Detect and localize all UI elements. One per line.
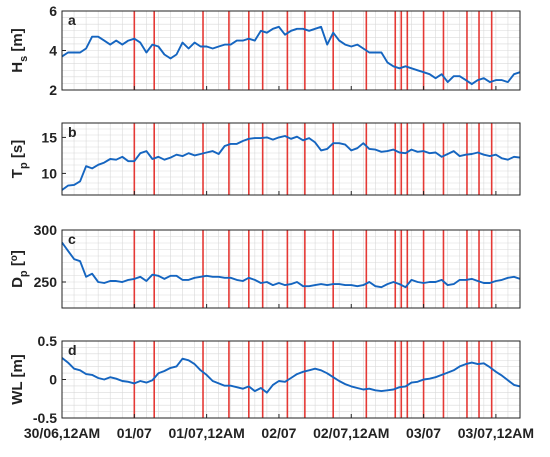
y-axis-label-main: WL [m] — [9, 354, 26, 405]
y-axis-label-main: H — [9, 62, 26, 73]
series-line-a — [61, 25, 521, 86]
y-axis-label-c: Dp [o] — [9, 250, 30, 288]
y-axis-label-superscript: o — [9, 255, 20, 261]
y-axis-label-b: Tp [s] — [9, 140, 30, 178]
series-line-b — [61, 135, 521, 191]
axes-box — [61, 122, 521, 196]
y-axis-label-main: D — [9, 277, 26, 288]
y-axis-label-subscript: s — [18, 56, 30, 62]
y-axis-label-unit: [s] — [9, 140, 26, 163]
series-line-d — [61, 357, 521, 394]
panel-b: 10 15 b Tp [s] — [9, 122, 521, 196]
y-axis-label-subscript: p — [18, 270, 30, 277]
panel-a: 2 4 6a Hs [m] — [9, 3, 521, 98]
y-tick-label: 2 — [49, 82, 57, 98]
panel-d: -0.5 0 0.5 d WL [m] — [9, 333, 521, 426]
y-tick-label: 6 — [49, 3, 57, 19]
y-tick-label: 250 — [34, 274, 58, 290]
y-tick-label: 0 — [49, 372, 57, 388]
x-tick-label: 01/07 — [117, 425, 152, 441]
y-axis-label-close: ] — [9, 250, 26, 255]
panel-label-c: c — [68, 231, 76, 247]
y-tick-label: 10 — [41, 165, 57, 181]
y-axis-label-subscript: p — [18, 162, 30, 169]
x-tick-label: 02/07 — [261, 425, 296, 441]
y-tick-label: 0.5 — [38, 333, 58, 349]
y-axis-label-main: T — [9, 169, 26, 178]
panel-label-b: b — [68, 124, 77, 140]
x-tick-label: 01/07,12AM — [168, 425, 244, 441]
panel-label-d: d — [68, 342, 77, 358]
axes-box — [61, 229, 521, 309]
y-axis-label-unit: [ — [9, 261, 26, 270]
y-axis-label-d: WL [m] — [9, 354, 26, 405]
x-tick-label: 30/06,12AM — [24, 425, 100, 441]
y-tick-label: 15 — [41, 129, 57, 145]
x-tick-label: 03/07,12AM — [458, 425, 534, 441]
x-tick-label: 02/07,12AM — [313, 425, 389, 441]
panel-label-a: a — [68, 12, 76, 28]
y-tick-label: 4 — [49, 43, 57, 59]
y-axis-label-a: Hs [m] — [9, 28, 30, 72]
y-axis-label-unit: [m] — [9, 28, 26, 56]
y-tick-label: -0.5 — [33, 410, 57, 426]
y-tick-label: 300 — [34, 222, 58, 238]
panel-c: 250 300 c Dp [o] — [9, 222, 521, 309]
series-line-c — [61, 241, 521, 289]
x-tick-label: 03/07 — [406, 425, 441, 441]
